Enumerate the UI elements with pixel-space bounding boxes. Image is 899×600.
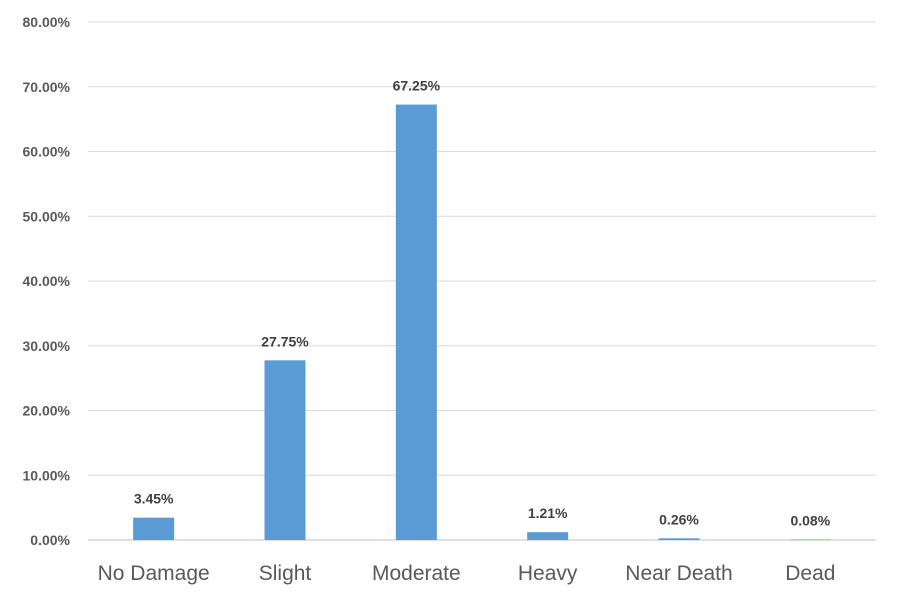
y-tick-label: 30.00% bbox=[23, 338, 71, 354]
data-label: 0.26% bbox=[659, 511, 699, 527]
data-label: 0.08% bbox=[790, 512, 830, 528]
y-tick-label: 60.00% bbox=[23, 144, 71, 160]
x-tick-label: Heavy bbox=[518, 562, 578, 585]
data-label: 67.25% bbox=[393, 78, 441, 94]
x-tick-label: Dead bbox=[785, 562, 835, 585]
data-label: 27.75% bbox=[261, 333, 309, 349]
y-tick-label: 10.00% bbox=[23, 467, 71, 483]
bar-moderate bbox=[395, 104, 437, 541]
x-tick-label: No Damage bbox=[98, 562, 210, 585]
bars bbox=[133, 104, 831, 541]
data-label: 1.21% bbox=[528, 505, 568, 521]
bar-near-death bbox=[658, 538, 700, 540]
y-tick-label: 40.00% bbox=[23, 273, 71, 289]
y-tick-label: 70.00% bbox=[23, 79, 71, 95]
y-axis-ticks: 0.00% 10.00% 20.00% 30.00% 40.00% 50.00% 60.00… bbox=[23, 14, 71, 548]
y-tick-label: 20.00% bbox=[23, 403, 71, 419]
data-labels: 3.45% 27.75% 67.25% 1.21% 0.26% 0.08% bbox=[134, 78, 831, 529]
bar-slight bbox=[264, 360, 306, 540]
y-tick-label: 50.00% bbox=[23, 208, 71, 224]
x-tick-label: Near Death bbox=[625, 562, 732, 585]
bar-dead bbox=[789, 539, 831, 541]
x-tick-label: Moderate bbox=[372, 562, 461, 585]
data-label: 3.45% bbox=[134, 491, 174, 507]
x-axis-ticks: No Damage Slight Moderate Heavy Near Death De… bbox=[98, 562, 836, 585]
x-tick-label: Slight bbox=[259, 562, 312, 585]
bar-heavy bbox=[527, 532, 569, 540]
bar-no-damage bbox=[133, 517, 175, 540]
gridlines bbox=[88, 21, 876, 541]
y-tick-label: 80.00% bbox=[23, 14, 71, 30]
y-tick-label: 0.00% bbox=[30, 532, 70, 548]
